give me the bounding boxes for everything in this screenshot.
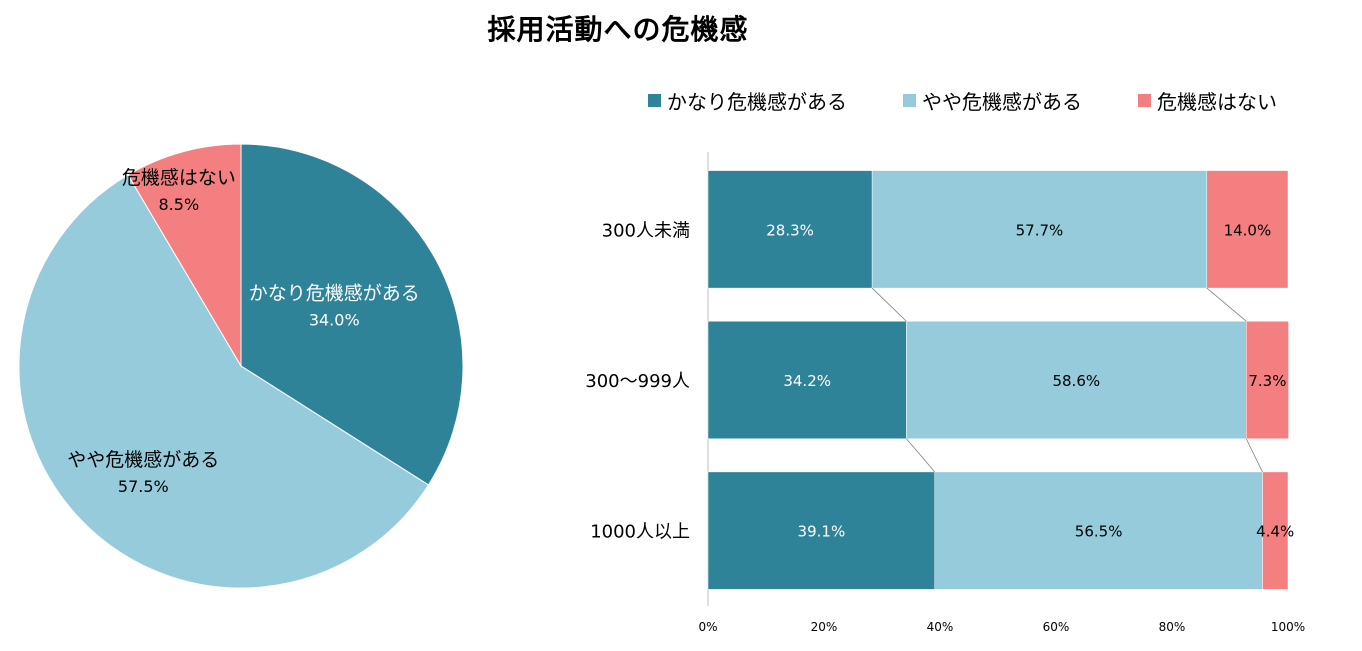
bar-data-label: 14.0% <box>1224 221 1272 239</box>
bar-data-label: 34.2% <box>783 372 831 390</box>
legend-label-very-concerned: かなり危機感がある <box>667 90 847 114</box>
series-line <box>1245 438 1263 473</box>
series-line <box>871 287 907 322</box>
pie-slice-value: 57.5% <box>118 477 169 496</box>
x-tick-label: 0% <box>698 620 717 634</box>
bar-data-label: 57.7% <box>1016 221 1064 239</box>
bar-segment <box>1245 320 1289 440</box>
x-tick-label: 20% <box>811 620 838 634</box>
legend-item-very-concerned: かなり危機感がある <box>648 86 847 115</box>
bar-data-label: 56.5% <box>1075 523 1123 541</box>
pie-chart: かなり危機感がある 34.0% やや危機感がある 57.5% 危機感はない 8.5% <box>18 143 464 589</box>
x-tick-label: 40% <box>927 620 954 634</box>
legend-swatch-not-concerned <box>1138 94 1151 107</box>
bar-legend: かなり危機感がある やや危機感がある 危機感はない <box>648 86 1277 115</box>
legend-label-somewhat-concerned: やや危機感がある <box>922 90 1082 114</box>
bar-data-label: 58.6% <box>1052 372 1100 390</box>
legend-swatch-very-concerned <box>648 94 661 107</box>
category-label: 300人未満 <box>602 220 690 241</box>
x-tick-label: 60% <box>1043 620 1070 634</box>
bar-segment <box>707 170 873 289</box>
bar-segment <box>1206 170 1289 289</box>
bar-segment <box>707 320 907 440</box>
bar-data-label: 39.1% <box>798 523 846 541</box>
legend-item-not-concerned: 危機感はない <box>1138 86 1277 115</box>
x-tick-label: 100% <box>1271 620 1305 634</box>
category-label: 1000人以上 <box>590 522 690 543</box>
chart-title: 採用活動への危機感 <box>487 13 749 46</box>
bar-data-label: 7.3% <box>1248 372 1286 390</box>
legend-label-not-concerned: 危機感はない <box>1157 90 1277 114</box>
pie-slice <box>18 174 430 589</box>
pie-slice-value: 34.0% <box>309 310 360 329</box>
pie-slice <box>127 143 242 368</box>
x-tick-label: 80% <box>1159 620 1186 634</box>
series-line <box>906 438 936 473</box>
bar-data-label: 28.3% <box>766 221 814 239</box>
pie-slice-label: 危機感はない <box>122 167 236 189</box>
bar-segment <box>906 320 1247 440</box>
pie-slice <box>240 143 464 486</box>
legend-swatch-somewhat-concerned <box>903 94 916 107</box>
bar-segment <box>1262 471 1289 590</box>
bar-data-label: 4.4% <box>1256 523 1294 541</box>
pie-slice-label: やや危機感がある <box>67 449 219 471</box>
bar-segment <box>871 170 1208 289</box>
stacked-bar-chart: 300人未満 28.3% 57.7% 14.0% 300～999人 34.2% 58.6% 7… <box>585 152 1305 634</box>
pie-slice-value: 8.5% <box>159 195 200 214</box>
series-line <box>1206 287 1247 322</box>
legend-item-somewhat-concerned: やや危機感がある <box>903 86 1082 115</box>
pie-slice-label: かなり危機感がある <box>249 282 420 304</box>
category-label: 300～999人 <box>585 371 690 392</box>
bar-segment <box>934 471 1263 590</box>
